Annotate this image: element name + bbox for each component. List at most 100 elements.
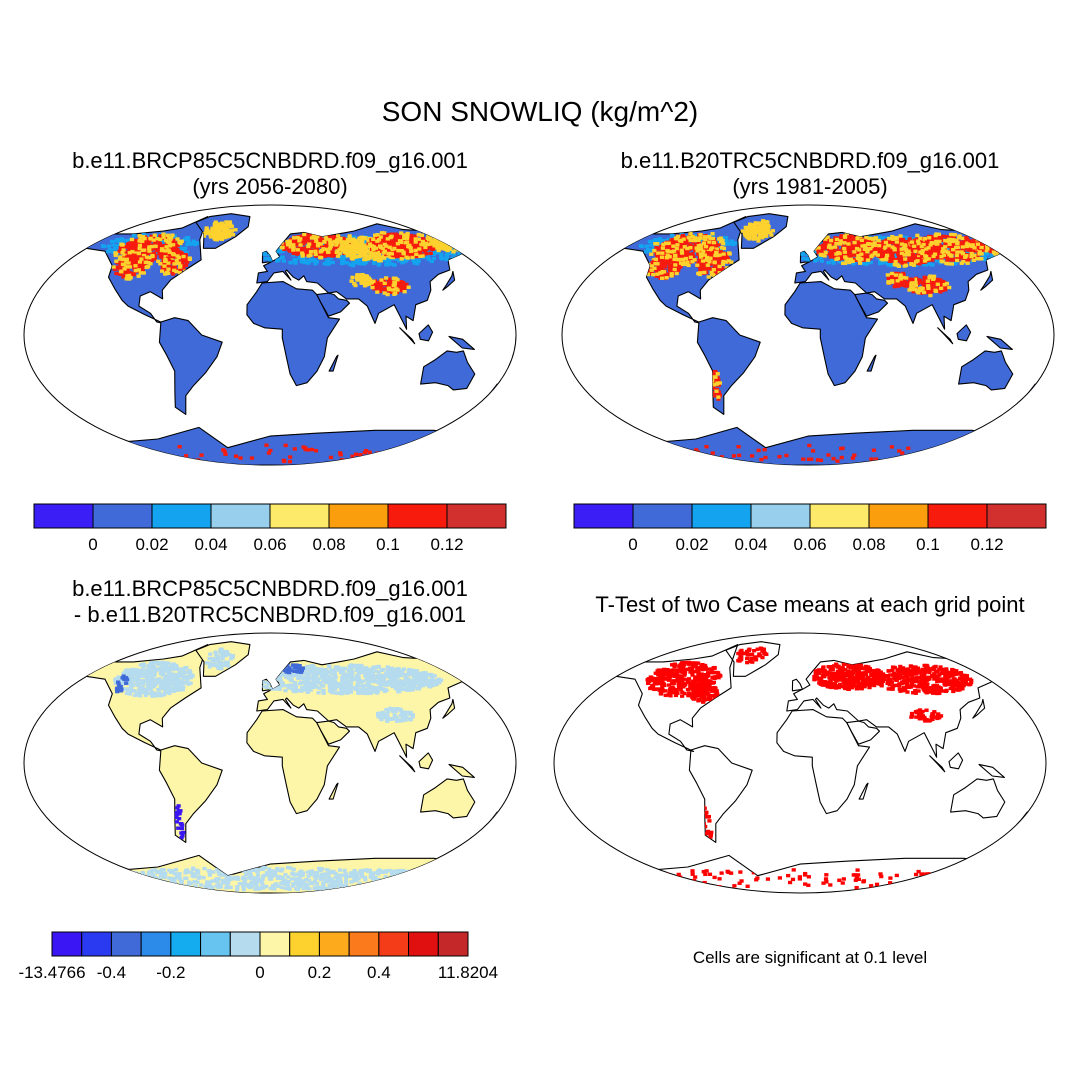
colorbar-label: -0.4 [97, 963, 126, 982]
panel-title-line1: b.e11.B20TRC5CNBDRD.f09_g16.001 [620, 148, 1000, 173]
landmass-borneo [948, 752, 964, 770]
colorbar-swatch [210, 503, 271, 529]
landmass-madagascar [866, 354, 877, 372]
landmass-sumatra [937, 327, 954, 345]
landmass-south-america [696, 317, 761, 415]
landmass-newguinea [978, 763, 1005, 778]
colorbar-label: 0 [255, 963, 264, 982]
landmass-africa [246, 709, 341, 815]
landmass-africa [776, 709, 871, 815]
colorbar-label: 0.04 [734, 535, 767, 554]
landmass-south-america [158, 317, 223, 415]
panel-title-line2: (yrs 1981-2005) [732, 174, 888, 199]
map-top-right [561, 204, 1055, 466]
map-bottom-right [553, 632, 1047, 894]
landmass-arabia [316, 720, 351, 745]
colorbar-swatch [92, 503, 153, 529]
colorbar-label: 0.1 [376, 535, 400, 554]
colorbar-swatch [387, 503, 448, 529]
landmass-africa [246, 281, 341, 387]
colorbar-label: 0.1 [916, 535, 940, 554]
landmass-newguinea [448, 763, 475, 778]
colorbar-swatch [446, 503, 507, 529]
colorbar-swatch [140, 931, 172, 957]
colorbar-label: -13.4766 [18, 963, 85, 982]
landmass-newguinea [986, 335, 1013, 350]
landmass-uk [791, 678, 804, 692]
colorbar-label: 0 [88, 535, 97, 554]
landmass-arabia [316, 292, 351, 317]
landmass-antarctica [594, 854, 1006, 893]
colorbar-swatch [200, 931, 231, 957]
colorbar-label: 0.4 [367, 963, 391, 982]
colorbar-swatch [81, 931, 112, 957]
landmass-borneo [418, 752, 434, 770]
colorbar-label: 0.2 [308, 963, 332, 982]
landmass-greenland [725, 641, 781, 677]
colorbar-label: 11.8204 [438, 963, 498, 982]
colorbar-label: -0.2 [156, 963, 185, 982]
colorbar-label: 0.02 [675, 535, 708, 554]
colorbar-label: 0.04 [194, 535, 227, 554]
landmass-japan [980, 270, 994, 291]
colorbar-swatch [750, 503, 811, 529]
landmass-sumatra [929, 755, 946, 773]
landmass-borneo [956, 324, 972, 342]
colorbar-swatch [809, 503, 870, 529]
colorbar-swatch [632, 503, 693, 529]
landmass-north-america [599, 644, 739, 752]
colorbar-swatch [318, 931, 350, 957]
colorbar-label: 0.06 [253, 535, 286, 554]
colorbar-swatch [408, 931, 439, 957]
landmass-sumatra [399, 755, 416, 773]
map-bottom-left [23, 632, 517, 894]
colorbar-label: 0.12 [970, 535, 1003, 554]
landmass-australia [420, 778, 476, 819]
colorbar-swatch [927, 503, 988, 529]
panel-title-bottom-left: b.e11.BRCP85C5CNBDRD.f09_g16.001 - b.e11… [20, 576, 520, 628]
landmass-south-america [688, 745, 753, 843]
landmass-japan [442, 698, 456, 719]
colorbar-swatch [289, 931, 320, 957]
colorbar-swatch [170, 931, 202, 957]
colorbar-swatch [378, 931, 410, 957]
colorbar-top-left: 0 0.02 0.04 0.06 0.08 0.1 0.12 [33, 503, 507, 554]
landmass-australia [958, 350, 1014, 391]
colorbar-swatch [986, 503, 1047, 529]
colorbar-label: 0.08 [312, 535, 345, 554]
colorbar-swatch [269, 503, 330, 529]
landmass-australia [420, 350, 476, 391]
landmass-sumatra [399, 327, 416, 345]
landmass-africa [784, 281, 879, 387]
colorbar-swatch [229, 931, 261, 957]
colorbar-swatch [110, 931, 142, 957]
colorbar-swatch [868, 503, 929, 529]
colorbar-swatch [691, 503, 752, 529]
landmass-madagascar [328, 354, 339, 372]
map-boundary [553, 632, 1047, 894]
panel-title-bottom-right: T-Test of two Case means at each grid po… [595, 592, 1025, 617]
colorbar-label: 0.08 [852, 535, 885, 554]
colorbar-swatch [259, 931, 291, 957]
colorbar-top-right: 0 0.02 0.04 0.06 0.08 0.1 0.12 [573, 503, 1047, 554]
colorbar-swatch [151, 503, 212, 529]
panel-title-line2: (yrs 2056-2080) [192, 174, 348, 199]
map-top-left [23, 204, 517, 466]
colorbar-label: 0.06 [793, 535, 826, 554]
colorbar-bottom-left: -13.4766 -0.4 -0.2 0 0.2 0.4 11.8204 [18, 931, 498, 982]
panel-title-top-left: b.e11.BRCP85C5CNBDRD.f09_g16.001 (yrs 20… [20, 148, 520, 200]
colorbar-swatch [573, 503, 634, 529]
colorbar-swatch [33, 503, 94, 529]
significance-note: Cells are significant at 0.1 level [692, 948, 928, 967]
colorbar-swatch [328, 503, 389, 529]
landmass-arabia [854, 292, 889, 317]
landmass-australia [950, 778, 1006, 819]
panel-title-line1: b.e11.BRCP85C5CNBDRD.f09_g16.001 [72, 576, 468, 601]
landmass-borneo [418, 324, 434, 342]
landmass-arabia [846, 720, 881, 745]
colorbar-label: 0.02 [135, 535, 168, 554]
colorbar-swatch [51, 931, 83, 957]
figure-title: SON SNOWLIQ (kg/m^2) [381, 96, 699, 127]
landmass-japan [972, 698, 986, 719]
landmass-eurasia [786, 651, 1014, 758]
